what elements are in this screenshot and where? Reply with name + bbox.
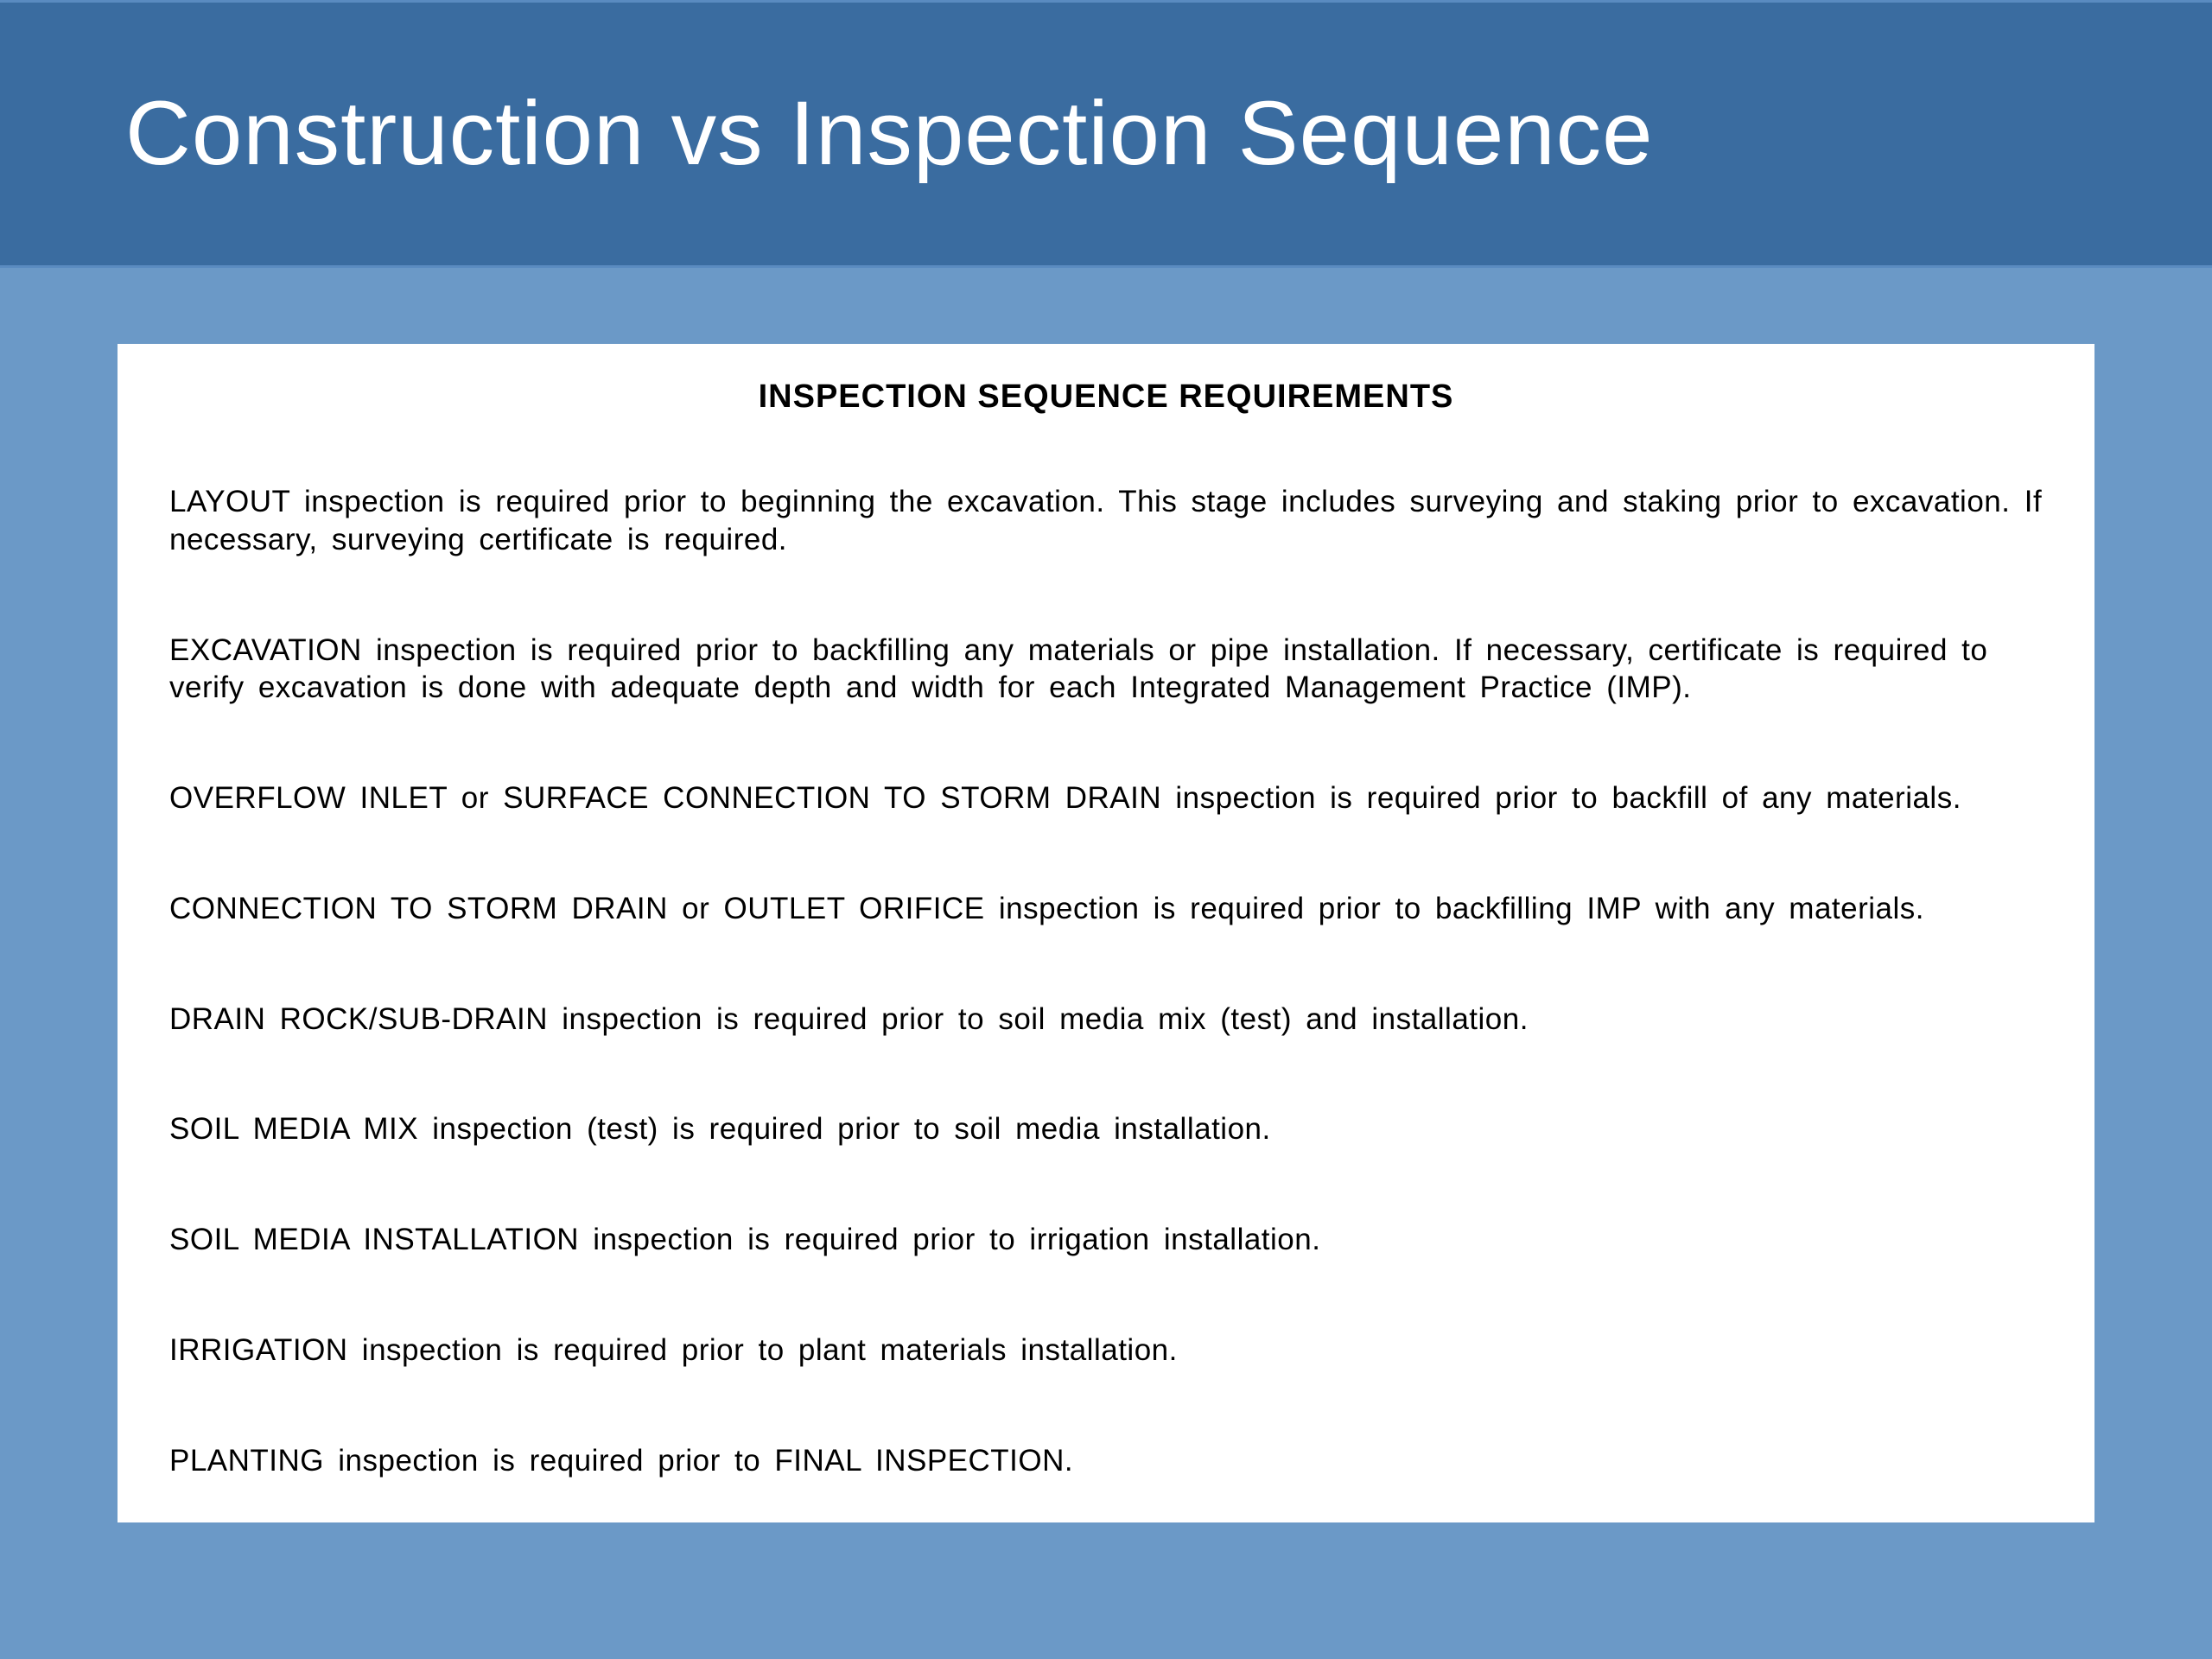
slide-header: Construction vs Inspection Sequence xyxy=(0,0,2212,268)
slide-body: INSPECTION SEQUENCE REQUIREMENTS LAYOUT … xyxy=(0,268,2212,1522)
requirement-paragraph: IRRIGATION inspection is required prior … xyxy=(169,1332,2043,1370)
requirement-paragraph: CONNECTION TO STORM DRAIN or OUTLET ORIF… xyxy=(169,890,2043,928)
requirement-paragraph: EXCAVATION inspection is required prior … xyxy=(169,632,2043,708)
requirement-paragraph: PLANTING inspection is required prior to… xyxy=(169,1442,2043,1480)
content-heading: INSPECTION SEQUENCE REQUIREMENTS xyxy=(169,378,2043,416)
requirement-paragraph: SOIL MEDIA INSTALLATION inspection is re… xyxy=(169,1221,2043,1259)
slide-title: Construction vs Inspection Sequence xyxy=(125,82,1654,186)
requirement-paragraph: DRAIN ROCK/SUB-DRAIN inspection is requi… xyxy=(169,1001,2043,1039)
content-panel: INSPECTION SEQUENCE REQUIREMENTS LAYOUT … xyxy=(118,344,2094,1522)
requirement-paragraph: OVERFLOW INLET or SURFACE CONNECTION TO … xyxy=(169,779,2043,817)
requirement-paragraph: LAYOUT inspection is required prior to b… xyxy=(169,483,2043,559)
requirement-paragraph: SOIL MEDIA MIX inspection (test) is requ… xyxy=(169,1110,2043,1148)
